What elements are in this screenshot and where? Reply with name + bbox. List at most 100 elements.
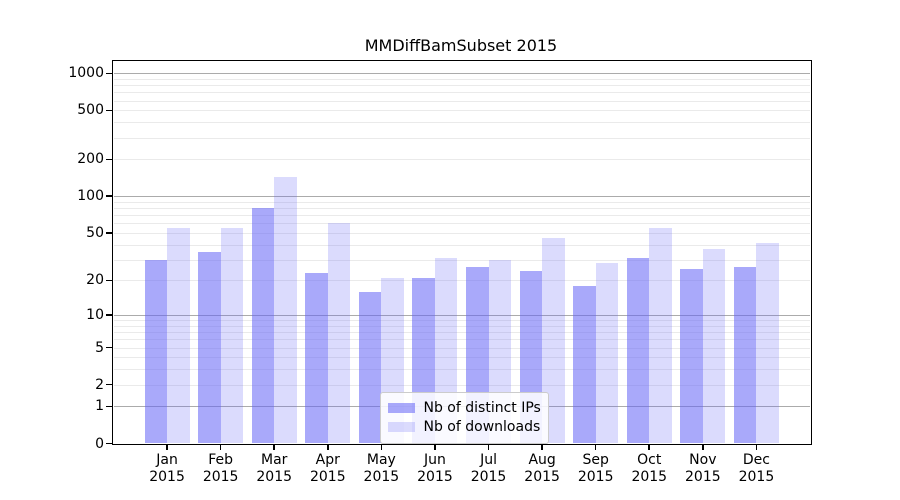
bar-nb-of-downloads-apr bbox=[327, 223, 351, 444]
y-tick-label-10: 10 bbox=[86, 307, 104, 324]
gridline-minor bbox=[113, 339, 810, 341]
x-tick-label-jan: Jan 2015 bbox=[149, 451, 185, 485]
bar-nb-of-distinct-ips-oct bbox=[626, 257, 650, 444]
legend-item-nb-of-distinct-ips: Nb of distinct IPs bbox=[387, 399, 541, 417]
bar-nb-of-distinct-ips-sep bbox=[573, 285, 596, 444]
gridline-major bbox=[113, 73, 810, 75]
y-tick-label-5: 5 bbox=[95, 339, 104, 356]
y-tick-label-500: 500 bbox=[77, 102, 104, 119]
bar-nb-of-distinct-ips-dec bbox=[733, 266, 757, 444]
y-tick-mark bbox=[106, 72, 112, 75]
x-tick-label-apr: Apr 2015 bbox=[309, 451, 346, 485]
gridline-minor bbox=[113, 201, 810, 203]
x-tick-label-jul: Jul 2015 bbox=[470, 451, 507, 485]
legend-label-nb-of-downloads: Nb of downloads bbox=[423, 418, 541, 435]
y-tick-label-2: 2 bbox=[95, 376, 104, 393]
gridline-minor bbox=[113, 110, 810, 112]
x-tick-mark bbox=[594, 445, 597, 451]
gridline-minor bbox=[113, 347, 810, 349]
x-tick-label-oct: Oct 2015 bbox=[631, 451, 668, 485]
gridline-minor bbox=[113, 215, 810, 217]
x-tick-label-may: May 2015 bbox=[363, 451, 400, 485]
x-tick-mark bbox=[648, 445, 651, 451]
y-tick-label-50: 50 bbox=[86, 224, 104, 241]
x-tick-label-sep: Sep 2015 bbox=[577, 451, 614, 485]
x-tick-mark bbox=[541, 445, 543, 451]
gridline-minor bbox=[113, 320, 810, 322]
y-tick-label-1000: 1000 bbox=[68, 65, 104, 82]
gridline-minor bbox=[113, 244, 810, 246]
y-tick-label-100: 100 bbox=[77, 188, 104, 205]
chart-title: MMDiffBamSubset 2015 bbox=[364, 36, 558, 55]
gridline-minor bbox=[113, 208, 810, 210]
legend-swatch-nb-of-distinct-ips bbox=[387, 403, 415, 413]
x-tick-label-aug: Aug 2015 bbox=[524, 451, 560, 485]
gridline-major bbox=[113, 196, 810, 198]
gridline-minor bbox=[113, 384, 810, 386]
gridline-minor bbox=[113, 369, 810, 371]
bar-nb-of-distinct-ips-mar bbox=[251, 208, 275, 444]
x-tick-mark bbox=[327, 445, 329, 451]
x-tick-label-nov: Nov 2015 bbox=[685, 451, 721, 485]
y-tick-mark bbox=[106, 442, 112, 445]
gridline-minor bbox=[113, 85, 810, 87]
y-tick-mark bbox=[106, 405, 112, 408]
y-tick-mark bbox=[106, 314, 112, 316]
bar-nb-of-distinct-ips-feb bbox=[198, 251, 221, 444]
gridline-minor bbox=[113, 100, 810, 102]
bar-nb-of-downloads-jan bbox=[167, 227, 190, 444]
y-tick-label-1: 1 bbox=[95, 398, 104, 415]
bar-nb-of-downloads-oct bbox=[649, 227, 672, 444]
x-tick-mark bbox=[219, 445, 222, 451]
gridline-major bbox=[113, 315, 810, 317]
bar-nb-of-distinct-ips-apr bbox=[305, 273, 328, 444]
x-tick-mark bbox=[273, 445, 276, 451]
x-tick-mark bbox=[487, 445, 490, 451]
legend-swatch-nb-of-downloads bbox=[387, 422, 415, 432]
y-tick-label-0: 0 bbox=[95, 435, 104, 452]
legend-item-nb-of-downloads: Nb of downloads bbox=[387, 418, 541, 436]
y-tick-mark bbox=[106, 232, 112, 234]
gridline-minor bbox=[113, 159, 810, 161]
y-tick-label-20: 20 bbox=[86, 272, 104, 289]
bar-nb-of-downloads-nov bbox=[702, 248, 726, 444]
y-tick-mark bbox=[106, 279, 112, 282]
plot-area: Nb of distinct IPs Nb of downloads bbox=[113, 62, 810, 444]
gridline-minor bbox=[113, 122, 810, 124]
gridline-minor bbox=[113, 357, 810, 359]
y-tick-mark bbox=[106, 195, 112, 198]
x-tick-mark bbox=[755, 445, 758, 451]
gridline-minor bbox=[113, 79, 810, 81]
x-tick-label-dec: Dec 2015 bbox=[738, 451, 775, 485]
gridline-minor bbox=[113, 137, 810, 139]
gridline-minor bbox=[113, 259, 810, 261]
x-tick-label-mar: Mar 2015 bbox=[256, 451, 293, 485]
bar-nb-of-distinct-ips-jan bbox=[144, 259, 168, 444]
bar-nb-of-distinct-ips-may bbox=[358, 291, 382, 444]
bar-nb-of-distinct-ips-nov bbox=[680, 268, 703, 444]
x-tick-mark bbox=[434, 445, 436, 451]
gridline-minor bbox=[113, 332, 810, 334]
x-tick-mark bbox=[166, 445, 168, 451]
gridline-minor bbox=[113, 92, 810, 94]
bar-nb-of-downloads-sep bbox=[595, 263, 619, 444]
y-tick-mark bbox=[106, 383, 112, 386]
bar-nb-of-downloads-mar bbox=[274, 176, 297, 444]
gridline-minor bbox=[113, 223, 810, 225]
x-tick-label-feb: Feb 2015 bbox=[202, 451, 239, 485]
gridline-minor bbox=[113, 232, 810, 234]
legend: Nb of distinct IPs Nb of downloads bbox=[379, 391, 549, 444]
legend-label-nb-of-distinct-ips: Nb of distinct IPs bbox=[423, 399, 541, 416]
x-tick-mark bbox=[702, 445, 704, 451]
x-tick-mark bbox=[380, 445, 383, 451]
y-tick-mark bbox=[106, 109, 112, 112]
bar-nb-of-downloads-dec bbox=[756, 243, 779, 444]
y-tick-mark bbox=[106, 158, 112, 161]
y-tick-label-200: 200 bbox=[77, 151, 104, 168]
gridline-minor bbox=[113, 280, 810, 282]
x-tick-label-jun: Jun 2015 bbox=[417, 451, 453, 485]
y-tick-mark bbox=[106, 346, 112, 349]
gridline-minor bbox=[113, 325, 810, 327]
bar-nb-of-downloads-feb bbox=[220, 227, 244, 444]
